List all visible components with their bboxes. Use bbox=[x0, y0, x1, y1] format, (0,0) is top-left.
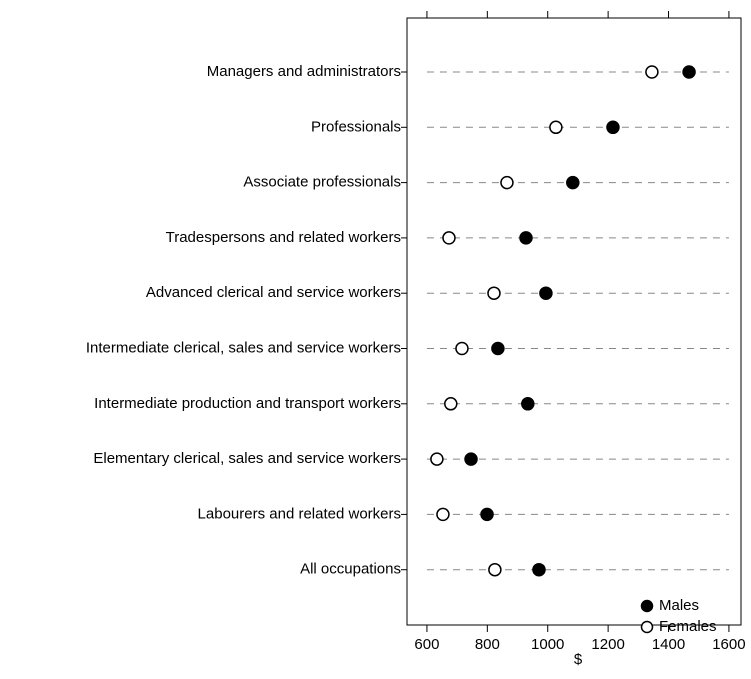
dot bbox=[442, 231, 456, 245]
legend-marker bbox=[640, 599, 654, 613]
y-tick-label: Advanced clerical and service workers bbox=[146, 284, 401, 301]
dot bbox=[539, 286, 553, 300]
x-tick-label: 1400 bbox=[652, 636, 685, 653]
dot bbox=[549, 120, 563, 135]
dot bbox=[491, 341, 505, 356]
x-tick-label: 800 bbox=[475, 636, 500, 653]
x-tick-label: 1200 bbox=[591, 636, 624, 653]
y-tick-label: Tradespersons and related workers bbox=[166, 229, 401, 246]
legend-label: Males bbox=[659, 597, 699, 614]
dot bbox=[444, 397, 458, 411]
y-tick-label: Intermediate production and transport wo… bbox=[94, 395, 401, 412]
y-tick-label: Associate professionals bbox=[243, 174, 401, 191]
plot-frame bbox=[406, 17, 742, 626]
dot bbox=[606, 120, 620, 135]
dot bbox=[566, 175, 580, 190]
dot bbox=[682, 65, 696, 79]
y-tick-label: All occupations bbox=[300, 561, 401, 578]
x-axis-label: $ bbox=[574, 651, 583, 668]
x-tick-label: 600 bbox=[414, 636, 439, 653]
y-tick-label: Managers and administrators bbox=[207, 63, 401, 80]
dot bbox=[532, 562, 546, 577]
dot bbox=[436, 507, 450, 522]
y-tick-label: Elementary clerical, sales and service w… bbox=[93, 450, 401, 467]
x-tick-label: 1600 bbox=[712, 636, 745, 653]
legend-label: Females bbox=[659, 618, 717, 635]
legend-marker bbox=[640, 620, 654, 634]
dot bbox=[464, 452, 478, 466]
dot bbox=[487, 286, 501, 300]
dot bbox=[430, 452, 444, 466]
y-tick-label: Professionals bbox=[311, 118, 401, 135]
dot bbox=[519, 231, 533, 245]
dot bbox=[488, 562, 502, 577]
dot bbox=[521, 397, 535, 411]
dot bbox=[455, 341, 469, 356]
dot bbox=[500, 175, 514, 190]
x-tick-label: 1000 bbox=[531, 636, 564, 653]
y-tick-label: Intermediate clerical, sales and service… bbox=[86, 339, 401, 356]
y-tick-label: Labourers and related workers bbox=[198, 505, 401, 522]
dot bbox=[645, 65, 659, 79]
dot bbox=[480, 507, 494, 522]
